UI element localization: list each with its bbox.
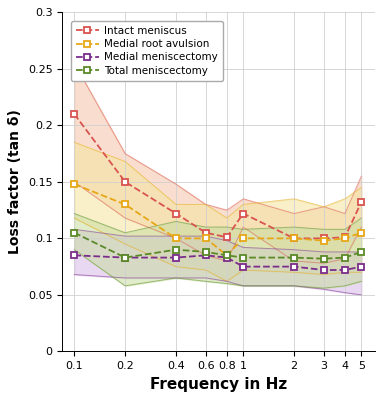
Total meniscectomy — [123, 255, 128, 260]
Total meniscectomy — [359, 250, 363, 254]
Total meniscectomy — [292, 255, 296, 260]
Total meniscectomy — [343, 255, 347, 260]
Line: Intact meniscus: Intact meniscus — [71, 111, 364, 242]
Medial meniscectomy — [321, 268, 326, 272]
Intact meniscus — [224, 235, 229, 240]
Line: Total meniscectomy: Total meniscectomy — [71, 230, 364, 262]
Intact meniscus — [343, 235, 347, 240]
Medial meniscectomy — [174, 255, 178, 260]
Medial root avulsion — [292, 236, 296, 241]
Medial meniscectomy — [203, 253, 208, 258]
Intact meniscus — [241, 211, 246, 216]
Intact meniscus — [321, 236, 326, 241]
Intact meniscus — [174, 211, 178, 216]
Intact meniscus — [203, 230, 208, 235]
Legend: Intact meniscus, Medial root avulsion, Medial meniscectomy, Total meniscectomy: Intact meniscus, Medial root avulsion, M… — [71, 21, 223, 81]
Total meniscectomy — [241, 255, 246, 260]
Medial meniscectomy — [224, 255, 229, 260]
Total meniscectomy — [321, 256, 326, 261]
X-axis label: Frequency in Hz: Frequency in Hz — [150, 377, 287, 392]
Intact meniscus — [359, 200, 363, 205]
Total meniscectomy — [224, 253, 229, 258]
Line: Medial root avulsion: Medial root avulsion — [71, 181, 364, 258]
Medial root avulsion — [343, 236, 347, 241]
Medial meniscectomy — [343, 268, 347, 272]
Y-axis label: Loss factor (tan δ): Loss factor (tan δ) — [8, 110, 22, 254]
Medial root avulsion — [203, 236, 208, 241]
Medial root avulsion — [224, 253, 229, 258]
Medial meniscectomy — [241, 264, 246, 269]
Medial root avulsion — [174, 236, 178, 241]
Medial meniscectomy — [123, 255, 128, 260]
Medial root avulsion — [241, 236, 246, 241]
Medial meniscectomy — [292, 264, 296, 269]
Medial root avulsion — [72, 182, 77, 186]
Total meniscectomy — [72, 230, 77, 235]
Intact meniscus — [72, 112, 77, 116]
Medial root avulsion — [359, 230, 363, 235]
Medial root avulsion — [321, 238, 326, 243]
Line: Medial meniscectomy: Medial meniscectomy — [71, 252, 364, 273]
Medial meniscectomy — [359, 264, 363, 269]
Intact meniscus — [123, 180, 128, 184]
Medial meniscectomy — [72, 253, 77, 258]
Total meniscectomy — [174, 247, 178, 252]
Intact meniscus — [292, 236, 296, 241]
Medial root avulsion — [123, 202, 128, 207]
Total meniscectomy — [203, 250, 208, 254]
